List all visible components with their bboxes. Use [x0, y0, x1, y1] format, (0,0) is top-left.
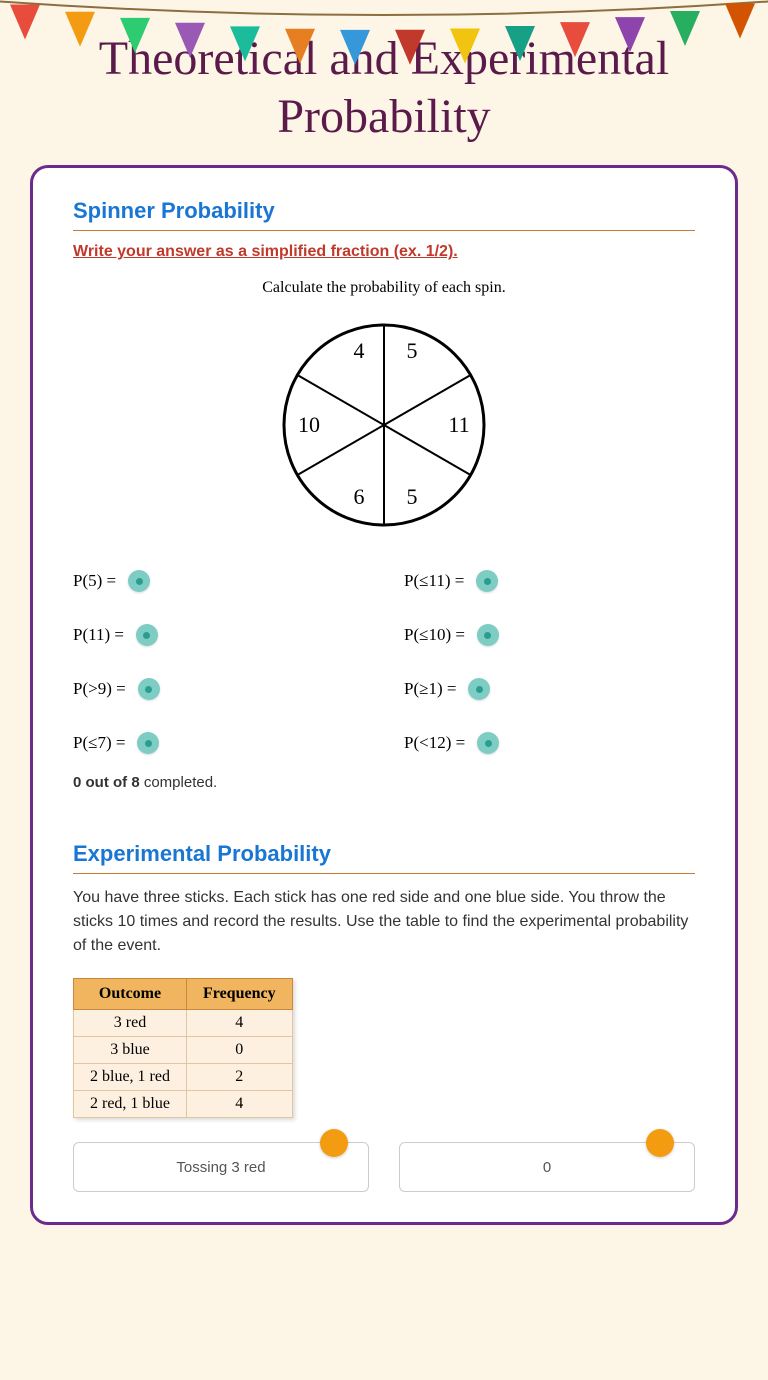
spinner-section-title: Spinner Probability — [73, 198, 695, 231]
question-p-le-11: P(≤11) = — [404, 570, 695, 592]
worksheet-card: Spinner Probability Write your answer as… — [30, 165, 738, 1225]
experimental-body: You have three sticks. Each stick has on… — [73, 886, 695, 958]
bunting-decoration — [0, 0, 768, 75]
table-cell: 3 red — [74, 1010, 187, 1037]
frequency-table: Outcome Frequency 3 red43 blue02 blue, 1… — [73, 978, 293, 1118]
question-p-lt-12: P(<12) = — [404, 732, 695, 754]
question-p-gt-9: P(>9) = — [73, 678, 364, 700]
experimental-prompts: Tossing 3 red 0 — [73, 1142, 695, 1192]
spinner-instruction: Write your answer as a simplified fracti… — [73, 243, 695, 261]
segment-label: 5 — [407, 338, 418, 363]
answer-input-dot[interactable] — [128, 570, 150, 592]
question-p-ge-1: P(≥1) = — [404, 678, 695, 700]
answer-input-dot[interactable] — [468, 678, 490, 700]
probability-questions-grid: P(5) = P(≤11) = P(11) = P(≤10) = P(>9) =… — [73, 570, 695, 754]
table-cell: 4 — [186, 1091, 292, 1118]
segment-label: 4 — [354, 338, 365, 363]
drag-handle-icon[interactable] — [646, 1129, 674, 1157]
question-p-le-7: P(≤7) = — [73, 732, 364, 754]
table-cell: 2 red, 1 blue — [74, 1091, 187, 1118]
answer-input-dot[interactable] — [136, 624, 158, 646]
spinner-subtext: Calculate the probability of each spin. — [73, 279, 695, 297]
answer-input-dot[interactable] — [137, 732, 159, 754]
question-p11: P(11) = — [73, 624, 364, 646]
experimental-section-title: Experimental Probability — [73, 841, 695, 874]
table-cell: 3 blue — [74, 1037, 187, 1064]
progress-text: 0 out of 8 completed. — [73, 774, 695, 791]
drag-handle-icon[interactable] — [320, 1129, 348, 1157]
prompt-box[interactable]: 0 — [399, 1142, 695, 1192]
answer-input-dot[interactable] — [477, 624, 499, 646]
table-cell: 2 blue, 1 red — [74, 1064, 187, 1091]
question-p-le-10: P(≤10) = — [404, 624, 695, 646]
segment-label: 11 — [448, 412, 469, 437]
table-header: Outcome — [74, 979, 187, 1010]
answer-input-dot[interactable] — [138, 678, 160, 700]
spinner-wheel: 4 5 11 5 6 10 — [73, 315, 695, 540]
question-p5: P(5) = — [73, 570, 364, 592]
segment-label: 6 — [354, 484, 365, 509]
table-cell: 2 — [186, 1064, 292, 1091]
answer-input-dot[interactable] — [477, 732, 499, 754]
answer-input-dot[interactable] — [476, 570, 498, 592]
segment-label: 10 — [298, 412, 320, 437]
segment-label: 5 — [407, 484, 418, 509]
table-cell: 0 — [186, 1037, 292, 1064]
prompt-box[interactable]: Tossing 3 red — [73, 1142, 369, 1192]
table-cell: 4 — [186, 1010, 292, 1037]
table-header: Frequency — [186, 979, 292, 1010]
